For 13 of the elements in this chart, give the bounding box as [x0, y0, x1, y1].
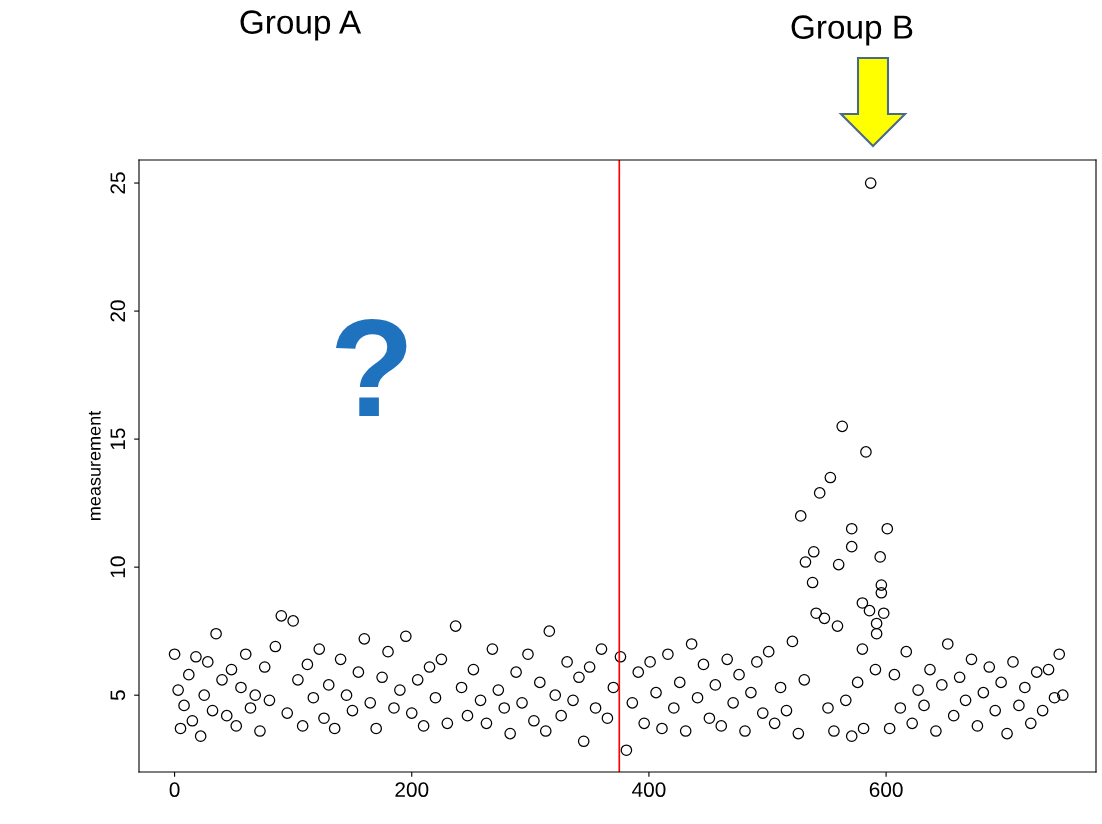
y-tick-label: 5 [110, 690, 126, 701]
x-tick-label: 0 [169, 782, 180, 798]
y-tick-label: 20 [110, 300, 126, 322]
text: Group A [240, 10, 362, 41]
x-tick-label: 600 [869, 782, 903, 798]
y-tick-label: 15 [110, 428, 126, 450]
annotation: ? [335, 318, 407, 416]
x-tick-label: 400 [632, 782, 666, 798]
y-tick-label: 25 [110, 172, 126, 194]
x-tick-label: 200 [395, 782, 429, 798]
y-axis-title: measurement [88, 410, 101, 520]
text: Group B [791, 15, 913, 46]
y-tick-label: 10 [110, 556, 126, 578]
